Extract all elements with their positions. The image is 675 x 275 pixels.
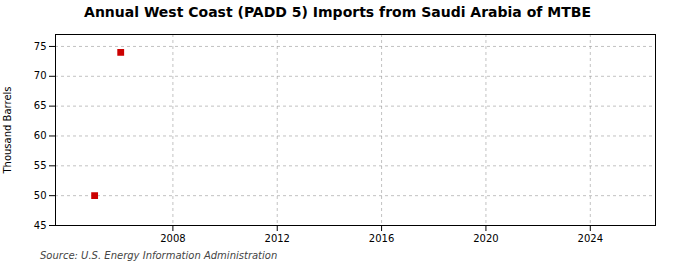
- svg-text:2016: 2016: [369, 233, 394, 244]
- svg-text:2012: 2012: [265, 233, 290, 244]
- svg-text:2020: 2020: [473, 233, 498, 244]
- html-text:Source: U.S. Energy Informatio: Source: U.S. Energy Information Administ…: [40, 250, 278, 261]
- svg-text:65: 65: [34, 100, 47, 111]
- svg-text:60: 60: [34, 130, 47, 141]
- svg-text:70: 70: [34, 70, 47, 81]
- svg-text:55: 55: [34, 160, 47, 171]
- svg-text:45: 45: [34, 220, 47, 231]
- svg-text:Thousand Barrels: Thousand Barrels: [2, 86, 13, 174]
- html-text:Annual West Coast (PADD 5) Imp: Annual West Coast (PADD 5) Imports from …: [84, 4, 591, 20]
- svg-text:75: 75: [34, 41, 47, 52]
- svg-text:2008: 2008: [160, 233, 185, 244]
- svg-text:2024: 2024: [578, 233, 603, 244]
- svg-text:50: 50: [34, 190, 47, 201]
